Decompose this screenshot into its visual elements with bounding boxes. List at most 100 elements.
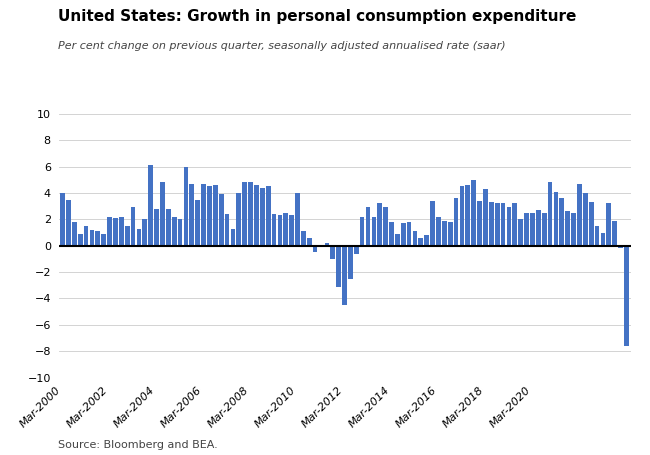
Bar — [413, 231, 417, 246]
Text: Per cent change on previous quarter, seasonally adjusted annualised rate (saar): Per cent change on previous quarter, sea… — [58, 41, 506, 51]
Bar — [536, 210, 541, 246]
Bar — [430, 201, 435, 246]
Bar — [60, 193, 65, 246]
Bar — [324, 243, 330, 246]
Bar — [618, 246, 623, 248]
Bar — [125, 226, 129, 246]
Bar — [136, 228, 141, 246]
Bar — [330, 246, 335, 259]
Bar — [219, 194, 224, 246]
Bar — [278, 215, 282, 246]
Bar — [612, 221, 617, 246]
Bar — [196, 199, 200, 246]
Bar — [460, 187, 464, 246]
Bar — [166, 209, 171, 246]
Bar — [242, 182, 247, 246]
Bar — [202, 184, 206, 246]
Bar — [601, 233, 605, 246]
Bar — [172, 217, 177, 246]
Bar — [160, 182, 165, 246]
Bar — [301, 231, 305, 246]
Bar — [131, 207, 135, 246]
Bar — [254, 185, 259, 246]
Bar — [177, 219, 183, 246]
Bar — [548, 182, 552, 246]
Bar — [436, 217, 441, 246]
Text: United States: Growth in personal consumption expenditure: United States: Growth in personal consum… — [58, 9, 577, 24]
Bar — [448, 222, 452, 246]
Bar — [260, 187, 265, 246]
Bar — [207, 187, 212, 246]
Bar — [348, 246, 353, 278]
Bar — [624, 246, 629, 346]
Bar — [225, 214, 229, 246]
Bar — [183, 167, 188, 246]
Bar — [489, 202, 493, 246]
Text: Source: Bloomberg and BEA.: Source: Bloomberg and BEA. — [58, 440, 218, 450]
Bar — [518, 219, 523, 246]
Bar — [354, 246, 359, 253]
Bar — [101, 234, 106, 246]
Bar — [524, 212, 529, 246]
Bar — [500, 203, 506, 246]
Bar — [237, 193, 241, 246]
Bar — [442, 221, 447, 246]
Bar — [419, 238, 423, 246]
Bar — [554, 192, 558, 246]
Bar — [571, 212, 576, 246]
Bar — [283, 212, 288, 246]
Bar — [606, 203, 611, 246]
Bar — [107, 217, 112, 246]
Bar — [359, 217, 365, 246]
Bar — [90, 230, 94, 246]
Bar — [142, 219, 147, 246]
Bar — [342, 246, 347, 305]
Bar — [495, 203, 500, 246]
Bar — [530, 212, 535, 246]
Bar — [248, 182, 253, 246]
Bar — [307, 238, 311, 246]
Bar — [372, 217, 376, 246]
Bar — [266, 187, 270, 246]
Bar — [454, 198, 458, 246]
Bar — [318, 246, 323, 247]
Bar — [583, 193, 588, 246]
Bar — [295, 193, 300, 246]
Bar — [84, 226, 88, 246]
Bar — [366, 207, 370, 246]
Bar — [395, 234, 400, 246]
Bar — [148, 165, 153, 246]
Bar — [483, 189, 488, 246]
Bar — [506, 207, 512, 246]
Bar — [589, 202, 593, 246]
Bar — [542, 212, 547, 246]
Bar — [471, 180, 476, 246]
Bar — [465, 185, 470, 246]
Bar — [78, 234, 83, 246]
Bar — [96, 231, 100, 246]
Bar — [407, 222, 411, 246]
Bar — [189, 184, 194, 246]
Bar — [378, 203, 382, 246]
Bar — [113, 218, 118, 246]
Bar — [66, 199, 71, 246]
Bar — [389, 222, 394, 246]
Bar — [289, 215, 294, 246]
Bar — [566, 212, 570, 246]
Bar — [272, 214, 276, 246]
Bar — [336, 246, 341, 287]
Bar — [119, 217, 124, 246]
Bar — [313, 246, 317, 252]
Bar — [384, 207, 388, 246]
Bar — [72, 222, 77, 246]
Bar — [595, 226, 599, 246]
Bar — [577, 184, 582, 246]
Bar — [401, 223, 406, 246]
Bar — [512, 203, 517, 246]
Bar — [231, 228, 235, 246]
Bar — [477, 201, 482, 246]
Bar — [154, 209, 159, 246]
Bar — [560, 198, 564, 246]
Bar — [213, 185, 218, 246]
Bar — [424, 235, 429, 246]
